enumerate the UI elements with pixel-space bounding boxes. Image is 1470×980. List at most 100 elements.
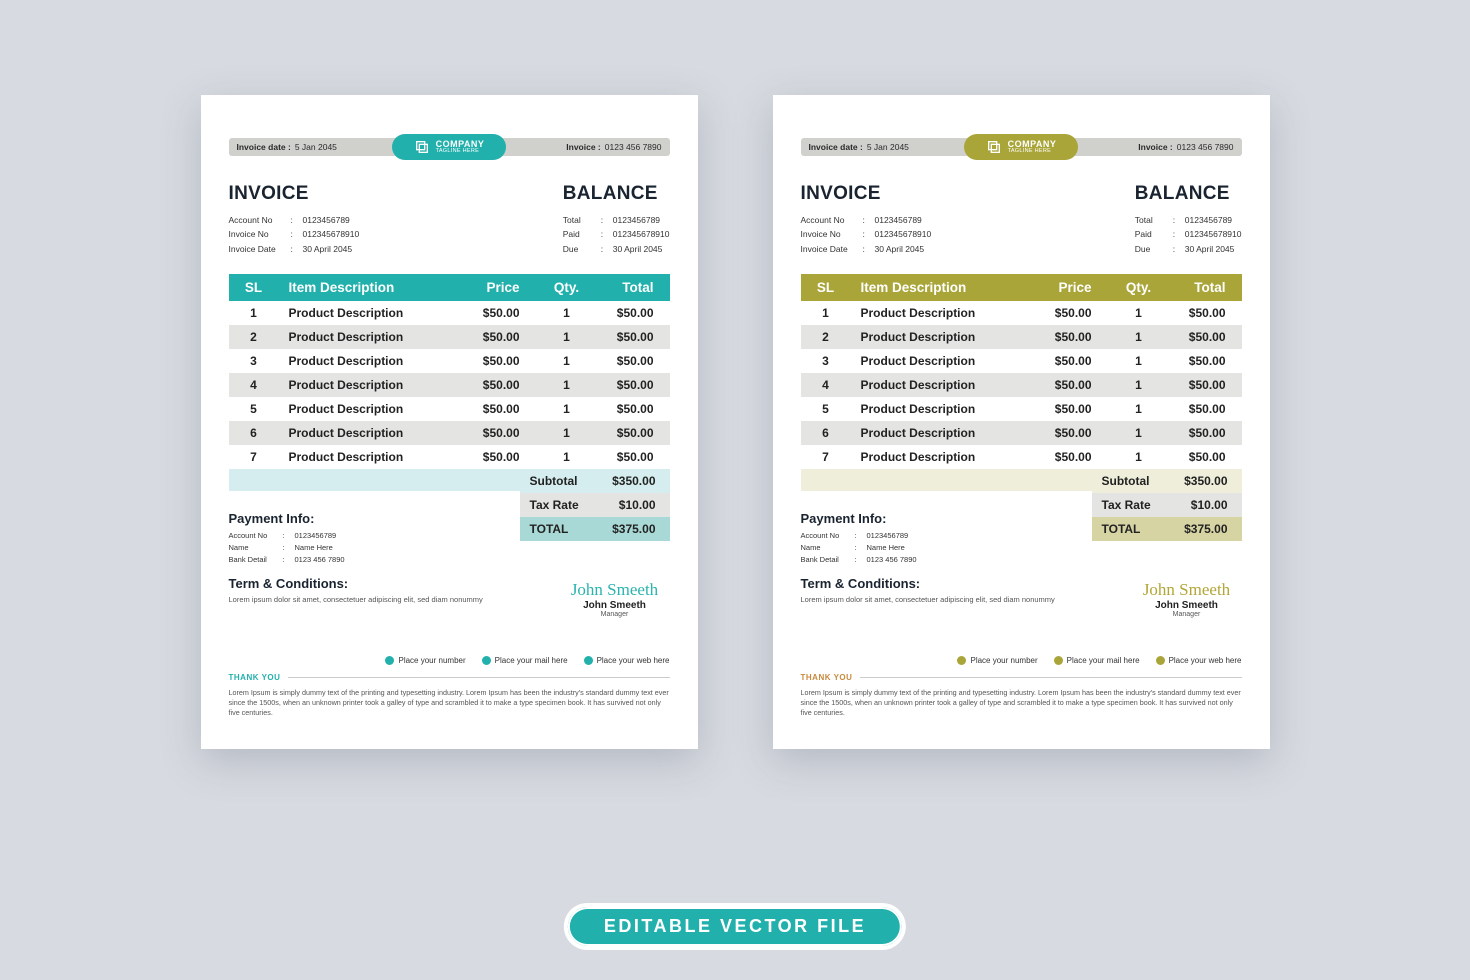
- signature-script: John Smeeth: [1132, 580, 1242, 600]
- kv-row: Account No:0123456789: [229, 213, 360, 227]
- kv-row: Due:30 April 2045: [563, 242, 670, 256]
- table-row: 1Product Description$50.001$50.00: [229, 301, 670, 325]
- web-icon: [584, 656, 593, 665]
- col-sl: SL: [801, 274, 851, 301]
- table-row: 2Product Description$50.001$50.00: [801, 325, 1242, 349]
- kv-row: Due:30 April 2045: [1135, 242, 1242, 256]
- tax-row: Tax Rate$10.00: [520, 493, 670, 517]
- kv-row: Account No:0123456789: [229, 530, 450, 542]
- thanks-row: THANK YOU: [229, 673, 670, 682]
- col-desc: Item Description: [279, 274, 464, 301]
- kv-row: Account No:0123456789: [801, 530, 1022, 542]
- payment-info: Payment Info: Account No:0123456789Name:…: [801, 511, 1022, 566]
- invoice-title: INVOICE: [229, 183, 360, 205]
- thanks-text: THANK YOU: [801, 673, 853, 682]
- table-row: 5Product Description$50.001$50.00: [229, 397, 670, 421]
- phone-icon: [957, 656, 966, 665]
- table-row: 7Product Description$50.001$50.00: [801, 445, 1242, 469]
- invoice-title: INVOICE: [801, 183, 932, 205]
- payment-title: Payment Info:: [229, 511, 450, 526]
- payment-title: Payment Info:: [801, 511, 1022, 526]
- signature-block: John Smeeth John Smeeth Manager: [560, 576, 670, 618]
- header-invoice-no: Invoice : 0123 456 7890: [496, 138, 669, 156]
- kv-row: Bank Detail:0123 456 7890: [801, 554, 1022, 566]
- terms-body: Lorem ipsum dolor sit amet, consectetuer…: [801, 595, 1112, 606]
- company-pill: COMPANYTAGLINE HERE: [964, 134, 1079, 160]
- kv-row: Account No:0123456789: [801, 213, 932, 227]
- col-total: Total: [598, 274, 670, 301]
- subtotal-row: Subtotal$350.00: [520, 469, 670, 493]
- total-row: TOTAL$375.00: [1092, 517, 1242, 541]
- invoice-block: INVOICE Account No:0123456789Invoice No:…: [229, 183, 360, 256]
- contact-phone: Place your number: [385, 656, 465, 665]
- table-row: 3Product Description$50.001$50.00: [801, 349, 1242, 373]
- kv-row: Name:Name Here: [801, 542, 1022, 554]
- table-row: 4Product Description$50.001$50.00: [801, 373, 1242, 397]
- kv-row: Invoice No:012345678910: [229, 227, 360, 241]
- kv-row: Invoice No:012345678910: [801, 227, 932, 241]
- invoice-olive: Invoice date : 5 Jan 2045 COMPANYTAGLINE…: [773, 95, 1270, 749]
- header-date: Invoice date : 5 Jan 2045: [229, 138, 402, 156]
- table-row: 6Product Description$50.001$50.00: [801, 421, 1242, 445]
- footer-lorem: Lorem Ipsum is simply dummy text of the …: [229, 688, 670, 718]
- header-invoice-no: Invoice : 0123 456 7890: [1068, 138, 1241, 156]
- totals-block: Subtotal$350.00 Tax Rate$10.00 TOTAL$375…: [520, 469, 670, 541]
- balance-title: BALANCE: [563, 183, 670, 205]
- table-row: 3Product Description$50.001$50.00: [229, 349, 670, 373]
- header-bar: Invoice date : 5 Jan 2045 COMPANYTAGLINE…: [201, 95, 698, 157]
- meta-section: INVOICE Account No:0123456789Invoice No:…: [229, 183, 670, 256]
- signature-role: Manager: [560, 611, 670, 618]
- col-price: Price: [464, 274, 536, 301]
- thanks-text: THANK YOU: [229, 673, 281, 682]
- meta-section: INVOICE Account No:0123456789Invoice No:…: [801, 183, 1242, 256]
- signature-name: John Smeeth: [1132, 600, 1242, 611]
- contact-web: Place your web here: [1156, 656, 1242, 665]
- kv-row: Invoice Date:30 April 2045: [801, 242, 932, 256]
- items-table: SL Item Description Price Qty. Total 1Pr…: [801, 274, 1242, 469]
- tax-row: Tax Rate$10.00: [1092, 493, 1242, 517]
- items-table: SL Item Description Price Qty. Total 1Pr…: [229, 274, 670, 469]
- balance-block: BALANCE Total:0123456789Paid:01234567891…: [563, 183, 670, 256]
- editable-badge: EDITABLE VECTOR FILE: [566, 905, 904, 948]
- kv-row: Paid:012345678910: [563, 227, 670, 241]
- thanks-row: THANK YOU: [801, 673, 1242, 682]
- col-desc: Item Description: [851, 274, 1036, 301]
- col-qty: Qty.: [536, 274, 598, 301]
- logo-icon: [414, 139, 430, 155]
- col-total: Total: [1170, 274, 1242, 301]
- mail-icon: [1054, 656, 1063, 665]
- total-row: TOTAL$375.00: [520, 517, 670, 541]
- company-tagline: TAGLINE HERE: [436, 149, 485, 155]
- col-price: Price: [1036, 274, 1108, 301]
- contact-row: Place your number Place your mail here P…: [801, 656, 1242, 665]
- invoice-teal: Invoice date : 5 Jan 2045 COMPANYTAGLINE…: [201, 95, 698, 749]
- terms-body: Lorem ipsum dolor sit amet, consectetuer…: [229, 595, 540, 606]
- header-bar: Invoice date : 5 Jan 2045 COMPANYTAGLINE…: [773, 95, 1270, 157]
- terms-title: Term & Conditions:: [801, 576, 1112, 591]
- totals-block: Subtotal$350.00 Tax Rate$10.00 TOTAL$375…: [1092, 469, 1242, 541]
- divider: [288, 677, 669, 678]
- table-row: 4Product Description$50.001$50.00: [229, 373, 670, 397]
- signature-role: Manager: [1132, 611, 1242, 618]
- header-date: Invoice date : 5 Jan 2045: [801, 138, 974, 156]
- kv-row: Invoice Date:30 April 2045: [229, 242, 360, 256]
- signature-script: John Smeeth: [560, 580, 670, 600]
- col-sl: SL: [229, 274, 279, 301]
- footer-lorem: Lorem Ipsum is simply dummy text of the …: [801, 688, 1242, 718]
- terms-section: Term & Conditions: Lorem ipsum dolor sit…: [229, 576, 670, 618]
- phone-icon: [385, 656, 394, 665]
- kv-row: Total:0123456789: [1135, 213, 1242, 227]
- kv-row: Total:0123456789: [563, 213, 670, 227]
- table-row: 5Product Description$50.001$50.00: [801, 397, 1242, 421]
- subtotal-row: Subtotal$350.00: [1092, 469, 1242, 493]
- contact-row: Place your number Place your mail here P…: [229, 656, 670, 665]
- kv-row: Bank Detail:0123 456 7890: [229, 554, 450, 566]
- table-row: 1Product Description$50.001$50.00: [801, 301, 1242, 325]
- web-icon: [1156, 656, 1165, 665]
- mail-icon: [482, 656, 491, 665]
- table-row: 6Product Description$50.001$50.00: [229, 421, 670, 445]
- signature-block: John Smeeth John Smeeth Manager: [1132, 576, 1242, 618]
- contact-phone: Place your number: [957, 656, 1037, 665]
- canvas: Invoice date : 5 Jan 2045 COMPANYTAGLINE…: [0, 0, 1470, 980]
- table-row: 7Product Description$50.001$50.00: [229, 445, 670, 469]
